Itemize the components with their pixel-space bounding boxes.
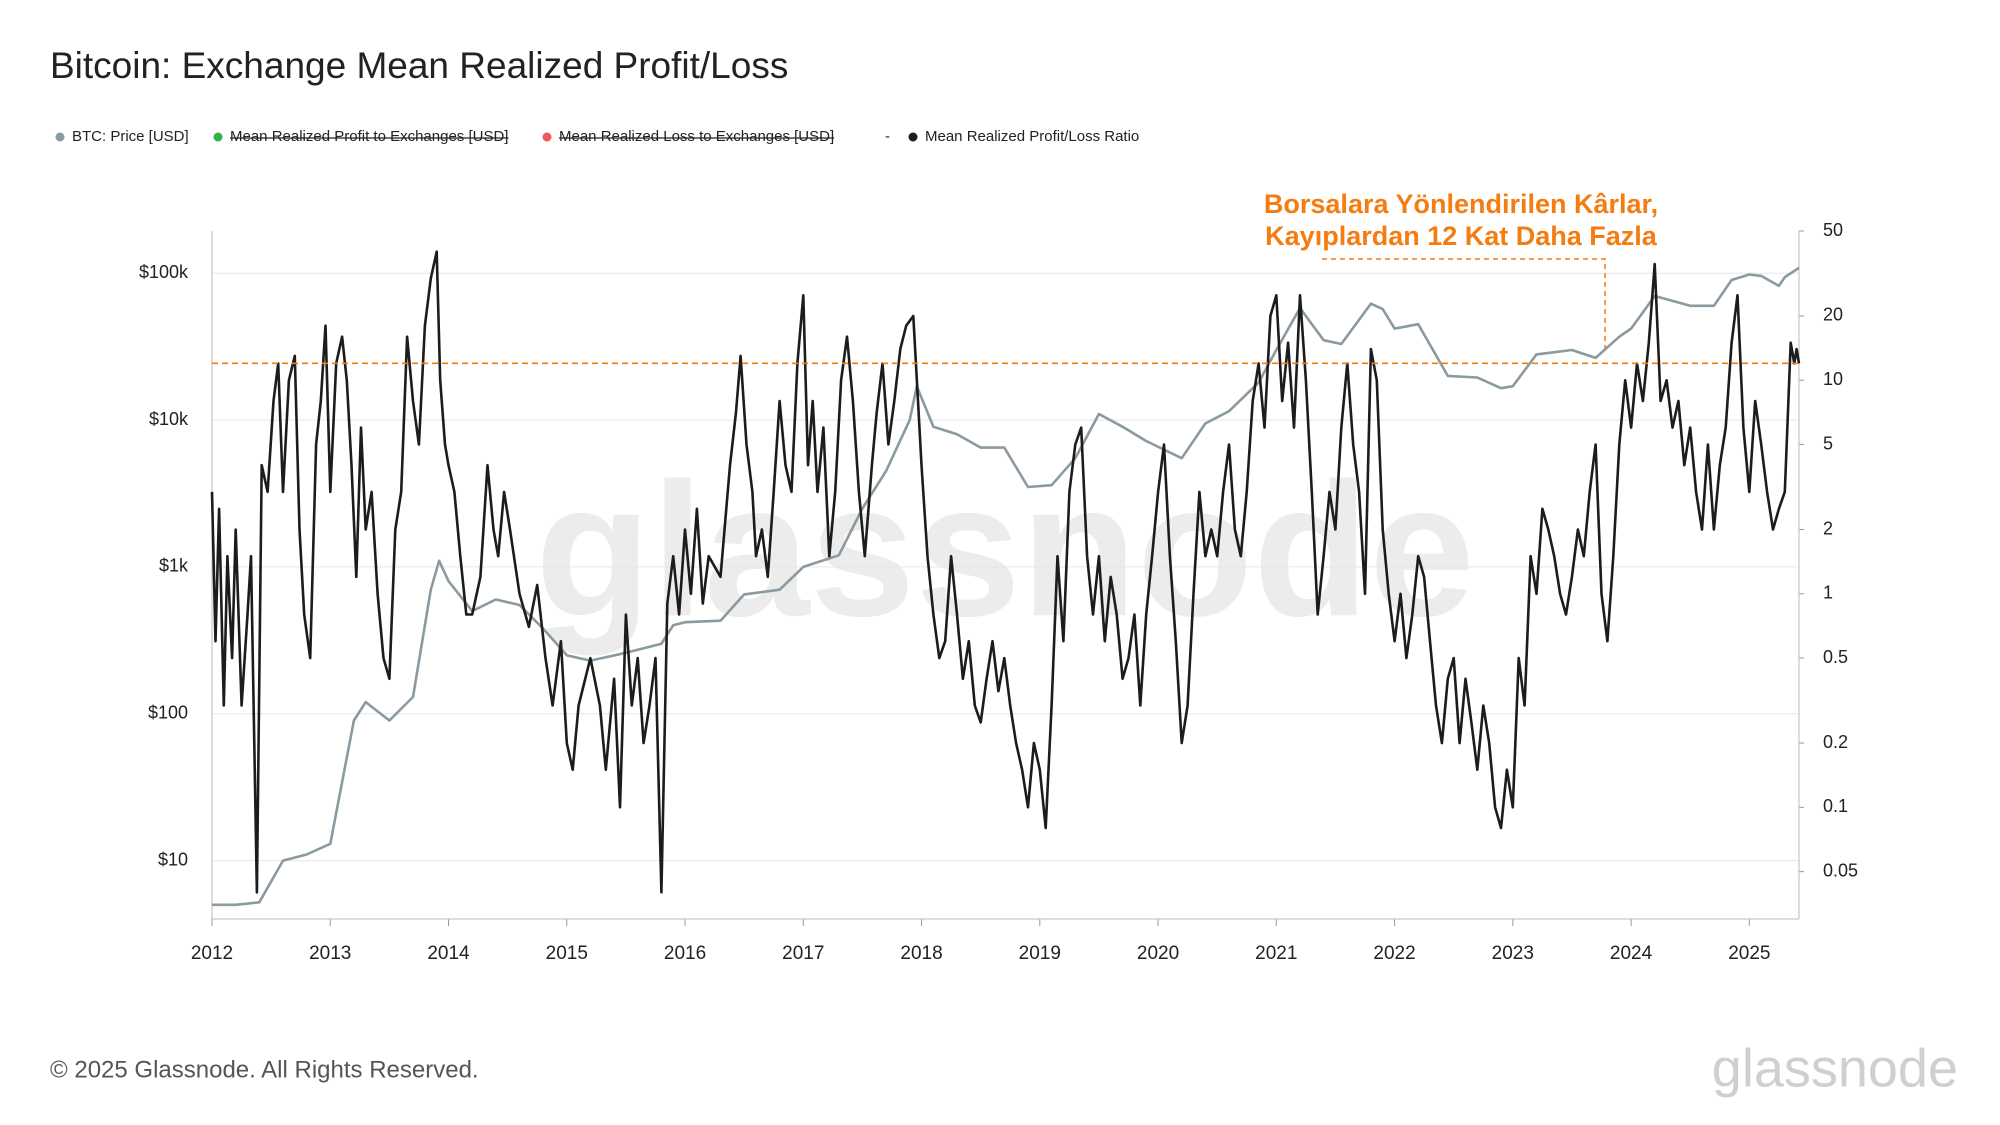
y2-tick-label: 1 <box>1823 583 1833 603</box>
annotation-text: Borsalara Yönlendirilen Kârlar, <box>1264 189 1658 219</box>
legend-label[interactable]: Mean Realized Loss to Exchanges [USD] <box>559 128 834 145</box>
series-line <box>212 266 1800 907</box>
y2-tick-label: 0.05 <box>1823 860 1858 880</box>
y2-tick-label: 5 <box>1823 433 1833 453</box>
y2-tick-label: 50 <box>1823 220 1843 240</box>
x-tick-label: 2014 <box>427 943 470 964</box>
x-tick-label: 2025 <box>1728 943 1770 964</box>
annotation-bracket <box>1322 258 1606 349</box>
legend: BTC: Price [USD] Mean Realized Profit to … <box>55 128 1139 145</box>
y2-tick-label: 2 <box>1823 518 1833 538</box>
x-tick-label: 2022 <box>1373 943 1415 964</box>
series-line <box>210 250 1801 894</box>
legend-marker <box>55 132 65 142</box>
y-tick-label: $10k <box>149 409 189 429</box>
y-tick-label: $100 <box>148 702 188 722</box>
y2-tick-label: 0.1 <box>1823 796 1848 816</box>
x-tick-label: 2015 <box>546 943 588 964</box>
legend-marker <box>542 132 552 142</box>
x-tick-label: 2019 <box>1019 943 1061 964</box>
footer-logo: glassnode <box>1712 1038 1958 1098</box>
footer: © 2025 Glassnode. All Rights Reserved. <box>50 1056 479 1083</box>
y2-tick-label: 20 <box>1823 305 1843 325</box>
y2-tick-label: 10 <box>1823 369 1843 389</box>
y2-tick-label: 0.5 <box>1823 647 1848 667</box>
y2-tick-label: 0.2 <box>1823 732 1848 752</box>
legend-label[interactable]: Mean Realized Profit/Loss Ratio <box>925 128 1139 145</box>
x-tick-label: 2023 <box>1492 943 1534 964</box>
legend-marker <box>213 132 223 142</box>
x-tick-label: 2017 <box>782 943 824 964</box>
y-tick-label: $100k <box>139 262 189 282</box>
x-tick-label: 2020 <box>1137 943 1179 964</box>
x-tick-label: 2016 <box>664 943 706 964</box>
y-tick-label: $1k <box>159 556 189 576</box>
x-tick-label: 2012 <box>191 943 233 964</box>
plot-area <box>210 230 1804 926</box>
x-tick-label: 2018 <box>900 943 942 964</box>
x-tick-label: 2024 <box>1610 943 1653 964</box>
y-tick-label: $10 <box>158 849 188 869</box>
legend-marker <box>908 132 918 142</box>
x-tick-label: 2021 <box>1255 943 1297 964</box>
chart-title: Bitcoin: Exchange Mean Realized Profit/L… <box>50 45 788 86</box>
legend-label[interactable]: BTC: Price [USD] <box>72 128 189 145</box>
legend-label[interactable]: Mean Realized Profit to Exchanges [USD] <box>230 128 508 145</box>
legend-prefix: - <box>885 128 890 145</box>
annotation-text: Kayıplardan 12 Kat Daha Fazla <box>1265 221 1658 251</box>
x-tick-label: 2013 <box>309 943 351 964</box>
